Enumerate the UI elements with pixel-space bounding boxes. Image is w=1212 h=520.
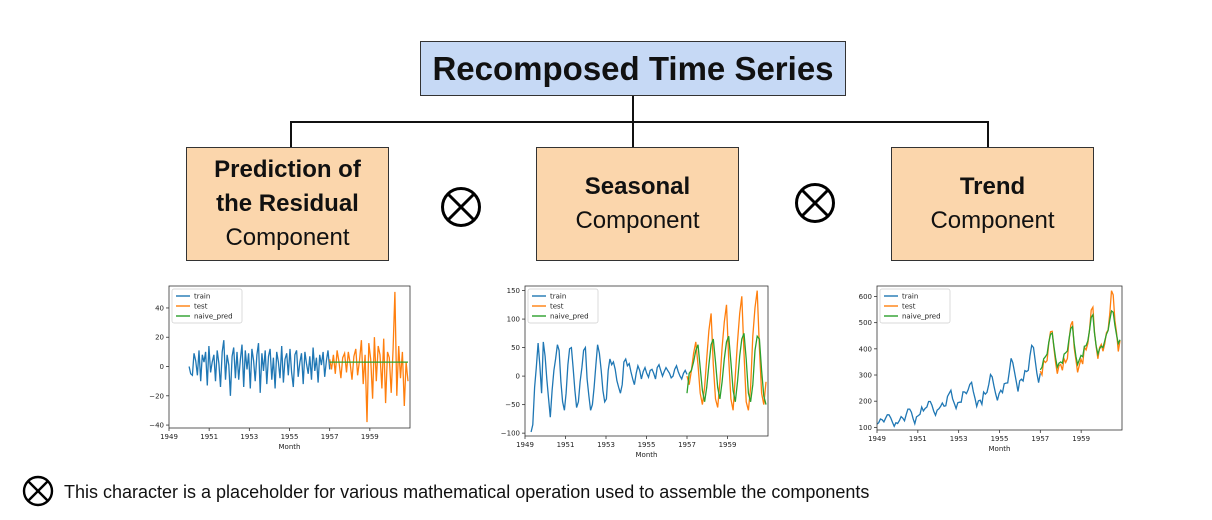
- x-tick-label: 1953: [240, 433, 258, 441]
- y-tick-label: −100: [501, 430, 520, 438]
- x-axis-label: Month: [279, 443, 301, 451]
- legend-label-train: train: [194, 293, 210, 301]
- circled-times-icon: [441, 187, 481, 227]
- trend-chart: 1949 1951 1953 1955 1957 1959 100 200 300 400 500 6…: [854, 281, 1126, 459]
- y-tick-label: 40: [155, 304, 164, 312]
- residual-title-line1: Prediction of: [214, 156, 361, 183]
- legend-label-train: train: [550, 293, 566, 301]
- y-tick-label: −50: [505, 401, 520, 409]
- x-tick-label: 1959: [719, 441, 737, 449]
- y-tick-label: −20: [149, 392, 164, 400]
- y-tick-label: 0: [516, 373, 520, 381]
- legend-box: [527, 288, 599, 324]
- y-tick-label: 150: [507, 287, 520, 295]
- circled-times-icon: [795, 183, 835, 223]
- x-axis-label: Month: [989, 445, 1011, 453]
- y-tick-label: 100: [859, 424, 872, 432]
- seasonal-component-box: Seasonal Component: [536, 147, 739, 261]
- x-tick-label: 1957: [321, 433, 339, 441]
- series-line-naive_pred: [1039, 309, 1121, 371]
- y-tick-label: 600: [859, 293, 872, 301]
- residual-subtitle: Component: [225, 224, 350, 251]
- residual-title-line2: the Residual: [216, 190, 359, 217]
- y-tick-label: 20: [155, 334, 164, 342]
- x-tick-label: 1951: [200, 433, 218, 441]
- x-tick-label: 1955: [281, 433, 299, 441]
- legend: train test naive_pred: [171, 288, 243, 324]
- series-line-test: [329, 291, 409, 423]
- title-box: Recomposed Time Series: [420, 41, 846, 96]
- y-tick-label: 300: [859, 372, 872, 380]
- seasonal-chart: 1949 1951 1953 1955 1957 1959 −100 −50 0 50 100 150…: [496, 281, 774, 465]
- trend-subtitle: Component: [930, 207, 1055, 234]
- seasonal-title: Seasonal: [584, 173, 691, 200]
- legend-label-test: test: [194, 303, 208, 311]
- y-tick-label: 0: [160, 363, 164, 371]
- x-tick-label: 1955: [991, 435, 1009, 443]
- x-tick-label: 1951: [909, 435, 927, 443]
- legend: train test naive_pred: [527, 288, 599, 324]
- y-tick-label: −40: [149, 422, 164, 430]
- legend-box: [879, 288, 951, 324]
- x-tick-label: 1957: [1031, 435, 1049, 443]
- diagram-title: Recomposed Time Series: [432, 49, 834, 87]
- x-tick-label: 1955: [638, 441, 656, 449]
- x-tick-label: 1949: [516, 441, 534, 449]
- trend-component-box: Trend Component: [891, 147, 1094, 261]
- trend-title: Trend: [959, 173, 1026, 200]
- legend: train test naive_pred: [879, 288, 951, 324]
- circled-times-icon: [22, 475, 54, 507]
- y-tick-label: 500: [859, 319, 872, 327]
- x-axis-label: Month: [636, 451, 658, 459]
- x-tick-label: 1953: [950, 435, 968, 443]
- footnote-text: This character is a placeholder for vari…: [64, 482, 870, 502]
- series-line-train: [530, 341, 688, 433]
- y-tick-label: 100: [507, 316, 520, 324]
- legend-label-test: test: [550, 303, 564, 311]
- y-tick-label: 400: [859, 345, 872, 353]
- series-line-train: [877, 343, 1041, 428]
- legend-box: [171, 288, 243, 324]
- residual-prediction-chart: 1949 1951 1953 1955 1957 1959 −40 −20 0 20 40 Month…: [136, 281, 414, 457]
- x-tick-label: 1953: [597, 441, 615, 449]
- x-tick-label: 1951: [557, 441, 575, 449]
- x-tick-label: 1959: [361, 433, 379, 441]
- legend-label-test: test: [902, 303, 916, 311]
- x-tick-label: 1957: [678, 441, 696, 449]
- y-tick-label: 200: [859, 398, 872, 406]
- seasonal-subtitle: Component: [575, 207, 700, 234]
- connector-lines: [290, 96, 989, 147]
- legend-label-train: train: [902, 293, 918, 301]
- x-tick-label: 1949: [868, 435, 886, 443]
- legend-label-naive_pred: naive_pred: [902, 313, 941, 321]
- series-line-test: [686, 290, 767, 411]
- x-tick-label: 1959: [1072, 435, 1090, 443]
- series-line-train: [188, 340, 331, 396]
- residual-component-box: Prediction of the Residual Component: [186, 147, 389, 261]
- x-tick-label: 1949: [160, 433, 178, 441]
- y-tick-label: 50: [511, 344, 520, 352]
- series-line-naive_pred: [686, 333, 767, 405]
- legend-label-naive_pred: naive_pred: [194, 313, 233, 321]
- legend-label-naive_pred: naive_pred: [550, 313, 589, 321]
